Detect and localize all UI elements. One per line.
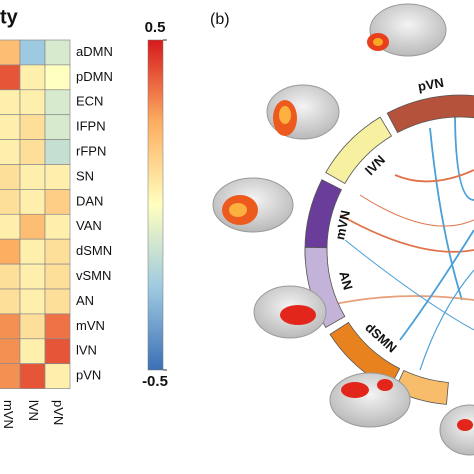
heatmap-cell (0, 139, 21, 165)
heatmap-cell (19, 114, 46, 140)
heatmap-cell (44, 238, 71, 265)
heatmap-cell (19, 338, 46, 365)
heatmap-cell (19, 189, 46, 215)
ring-segment (304, 179, 343, 262)
heatmap-cell (44, 338, 71, 365)
heatmap-cell (44, 213, 71, 240)
heatmap-cell (19, 363, 46, 389)
column-label: mVN (1, 400, 16, 429)
heatmap-cell (19, 238, 46, 265)
row-label: DAN (76, 193, 103, 208)
row-label: VAN (76, 218, 102, 233)
heatmap-cell (44, 114, 71, 140)
heatmap-cell (44, 39, 71, 66)
heatmap-cell (19, 64, 46, 91)
row-label: IFPN (76, 119, 106, 134)
heatmap-cell (0, 164, 21, 190)
heatmap-cell (0, 189, 21, 215)
row-label: SN (76, 168, 94, 183)
ring-segment (325, 116, 393, 185)
heatmap-cell (19, 213, 46, 240)
heatmap-cell (19, 288, 46, 315)
heatmap-cell (19, 139, 46, 165)
heatmap-cell (0, 238, 21, 265)
heatmap-cell (19, 39, 46, 66)
chart-title: ty (0, 6, 19, 28)
heatmap-cell (0, 313, 21, 340)
row-label: vSMN (76, 268, 111, 283)
segment-label: mVN (332, 209, 353, 241)
heatmap-cell (0, 39, 21, 66)
row-label: AN (76, 293, 94, 308)
heatmap-cell (44, 64, 71, 91)
heatmap-cell (0, 213, 21, 240)
colorbar-tick-label: 0.5 (145, 19, 166, 36)
heatmap-cell (44, 139, 71, 165)
segment-label: AN (336, 270, 355, 292)
heatmap-cell (44, 363, 71, 389)
heatmap-cell (0, 114, 21, 140)
row-label: mVN (76, 318, 105, 333)
heatmap-cell (0, 89, 21, 116)
heatmap-cell (19, 164, 46, 190)
heatmap-cell (44, 89, 71, 116)
row-label: rFPN (76, 143, 106, 158)
heatmap-cell (19, 263, 46, 290)
column-label: pVN (51, 400, 66, 425)
segment-label: pVN (417, 75, 445, 94)
heatmap-cell (19, 89, 46, 116)
heatmap-cell (0, 338, 21, 365)
chords (329, 109, 474, 371)
heatmap-cell (0, 64, 21, 91)
heatmap-cell (19, 313, 46, 340)
heatmap-cell (44, 313, 71, 340)
heatmap-cell (44, 189, 71, 215)
row-label: pDMN (76, 69, 113, 84)
ring (304, 94, 474, 405)
heatmap-cell (0, 363, 21, 389)
heatmap-cell (44, 164, 71, 190)
row-label: dSMN (76, 243, 112, 258)
column-label: lVN (26, 400, 41, 421)
row-label: ECN (76, 94, 103, 109)
row-label: aDMN (76, 44, 113, 59)
colorbar (147, 39, 164, 371)
row-label: lVN (76, 343, 97, 358)
colorbar-tick-label: -0.5 (142, 373, 168, 390)
brain-images (212, 3, 474, 456)
heatmap-cell (44, 288, 71, 315)
ring-segment (386, 94, 474, 134)
heatmap-cell (44, 263, 71, 290)
panel-label: (b) (210, 11, 230, 28)
row-label: pVN (76, 368, 101, 383)
heatmap-cell (0, 263, 21, 290)
heatmap-cell (0, 288, 21, 315)
